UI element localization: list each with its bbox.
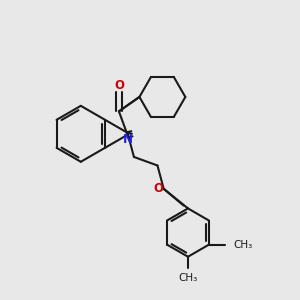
Text: CH₃: CH₃ xyxy=(178,273,198,283)
Text: O: O xyxy=(153,182,164,195)
Text: O: O xyxy=(114,79,124,92)
Text: N: N xyxy=(122,133,133,146)
Text: CH₃: CH₃ xyxy=(233,240,252,250)
